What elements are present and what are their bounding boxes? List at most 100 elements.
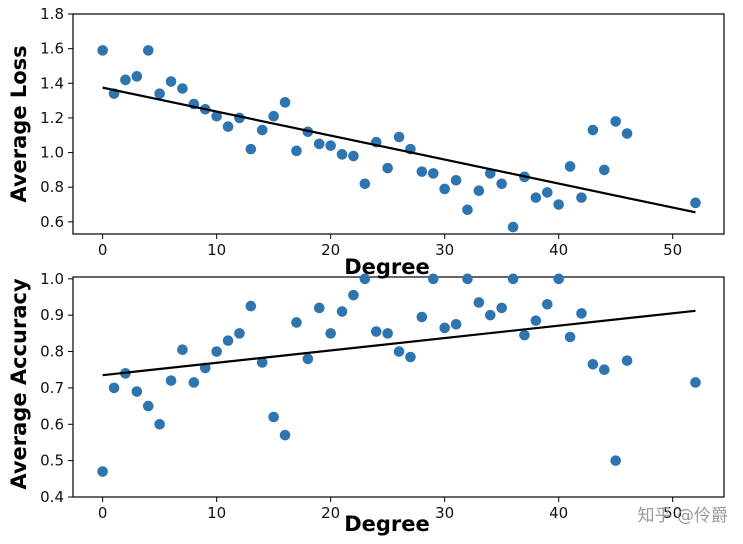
loss-y-tick-label: 1.6 (40, 40, 64, 58)
accuracy-x-tick-label: 50 (663, 504, 682, 522)
accuracy-point (177, 344, 188, 356)
accuracy-point (393, 346, 405, 357)
loss-point (120, 74, 131, 86)
accuracy-point (336, 306, 348, 317)
accuracy-point (256, 357, 268, 368)
loss-point (291, 145, 302, 157)
accuracy-x-tick-label: 10 (207, 504, 226, 522)
accuracy-point (131, 386, 143, 397)
loss-point (165, 76, 177, 87)
loss-point (690, 197, 701, 209)
accuracy-plot-frame (72, 276, 725, 498)
loss-x-tick-label: 10 (207, 241, 226, 259)
loss-point (587, 124, 599, 136)
loss-y-tick-label: 0.6 (40, 213, 64, 231)
loss-x-tick-label: 30 (435, 241, 454, 259)
loss-point (256, 124, 268, 136)
loss-point (359, 178, 371, 190)
accuracy-point (621, 355, 633, 366)
loss-x-tick-label: 0 (98, 241, 108, 259)
loss-point (382, 162, 393, 174)
loss-x-axis-title: Degree (344, 255, 430, 279)
loss-x-tick-label: 40 (549, 241, 568, 259)
accuracy-point (268, 411, 279, 423)
loss-y-axis-title: Average Loss (7, 45, 31, 202)
accuracy-point (142, 400, 154, 412)
accuracy-point (313, 302, 325, 314)
accuracy-point (108, 382, 120, 394)
accuracy-x-axis-title: Degree (344, 512, 430, 536)
accuracy-point (405, 351, 416, 363)
accuracy-point (370, 326, 382, 337)
loss-point (553, 199, 564, 210)
accuracy-point (598, 364, 610, 376)
accuracy-point (610, 455, 621, 466)
loss-point (97, 45, 108, 56)
accuracy-y-tick-label: 0.8 (40, 343, 64, 361)
accuracy-y-tick-label: 0.5 (40, 452, 64, 470)
accuracy-x-tick-label: 30 (435, 504, 454, 522)
accuracy-point (553, 273, 564, 285)
accuracy-axis-ticks: 0 10 20 30 40 50 0.4 0.5 0.6 0.7 0.8 0.9 1.0 (40, 270, 682, 522)
accuracy-point (690, 377, 701, 388)
loss-point (450, 174, 462, 186)
loss-y-tick-label: 1.4 (40, 74, 64, 92)
accuracy-point (302, 353, 314, 365)
accuracy-point (484, 309, 496, 321)
loss-marks (97, 45, 701, 233)
accuracy-marks (97, 273, 701, 477)
accuracy-x-tick-label: 40 (549, 504, 568, 522)
loss-point (325, 140, 336, 151)
accuracy-x-tick-label: 20 (321, 504, 340, 522)
loss-point (245, 143, 257, 155)
loss-y-tick-label: 1.0 (40, 144, 64, 162)
accuracy-point (473, 297, 485, 308)
accuracy-point (291, 317, 302, 328)
accuracy-point (165, 375, 177, 386)
accuracy-trend-line (102, 309, 696, 377)
accuracy-point (427, 273, 439, 285)
accuracy-y-tick-label: 0.4 (40, 488, 64, 506)
accuracy-point (541, 298, 553, 310)
accuracy-y-tick-label: 0.9 (40, 306, 64, 324)
accuracy-x-tick-label: 0 (98, 504, 108, 522)
accuracy-point (496, 302, 507, 314)
loss-plot-frame (72, 13, 725, 235)
accuracy-point (576, 308, 587, 319)
accuracy-point (359, 273, 371, 285)
accuracy-point (382, 328, 393, 339)
loss-panel: 0 10 20 30 40 500.60.81.01.21.41.61.8 Degree … (7, 5, 725, 279)
accuracy-point (587, 358, 599, 370)
accuracy-y-tick-label: 1.0 (40, 270, 64, 288)
accuracy-point (507, 273, 519, 285)
loss-y-tick-label: 1.8 (40, 5, 64, 23)
accuracy-point (439, 322, 450, 334)
accuracy-point (416, 311, 428, 323)
accuracy-y-tick-label: 0.7 (40, 379, 64, 397)
loss-point (142, 45, 154, 56)
accuracy-point (279, 429, 291, 441)
loss-point (610, 116, 621, 127)
loss-point (427, 168, 439, 179)
accuracy-point (564, 331, 576, 343)
accuracy-panel: 0 10 20 30 40 500.40.50.60.70.80.91.0 Degree … (7, 270, 725, 536)
accuracy-point (325, 328, 336, 339)
accuracy-point (519, 329, 530, 341)
accuracy-point (97, 466, 108, 477)
loss-point (462, 204, 473, 216)
loss-point (348, 150, 359, 162)
loss-x-tick-label: 50 (663, 241, 682, 259)
loss-point (211, 110, 222, 122)
accuracy-point (348, 289, 359, 301)
loss-point (279, 97, 291, 108)
loss-point (564, 161, 576, 172)
loss-point (177, 83, 188, 94)
loss-y-tick-label: 0.8 (40, 178, 64, 196)
accuracy-y-tick-label: 0.6 (40, 415, 64, 433)
loss-point (598, 164, 610, 176)
accuracy-point (211, 346, 222, 357)
loss-x-tick-label: 20 (321, 241, 340, 259)
loss-point (439, 183, 450, 195)
loss-point (131, 71, 143, 82)
